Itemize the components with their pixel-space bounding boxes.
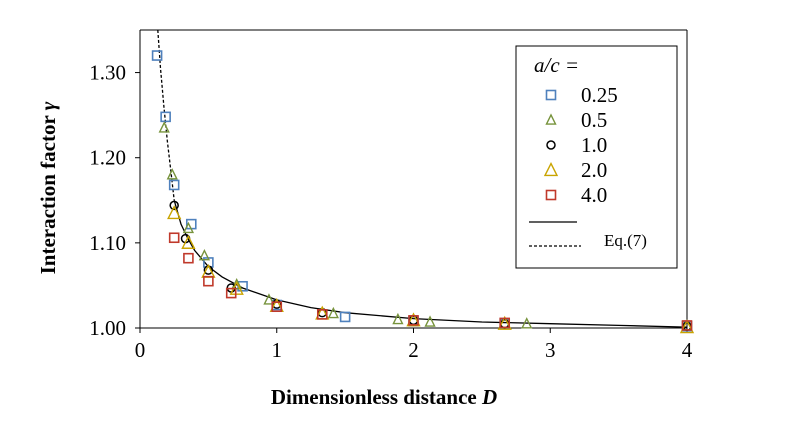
data-point — [225, 287, 237, 299]
data-point — [263, 293, 275, 305]
data-point — [499, 317, 511, 329]
data-point — [166, 168, 178, 180]
data-point — [158, 121, 170, 133]
data-point — [271, 301, 283, 313]
data-point — [151, 50, 163, 61]
eq7-dashed-curve — [157, 29, 175, 201]
x-tick-label: 1 — [272, 338, 283, 362]
data-point — [167, 205, 182, 220]
legend-title: a/c = — [534, 53, 579, 77]
legend-label: 2.0 — [581, 158, 607, 182]
data-point — [160, 111, 171, 123]
legend-marker — [545, 189, 557, 201]
legend-label: 0.25 — [581, 83, 618, 107]
plot-area — [139, 29, 688, 329]
legend: a/c = 0.250.51.02.04.0 Eq.(7) — [515, 45, 678, 269]
data-point — [681, 320, 693, 331]
data-point — [339, 311, 351, 323]
x-axis: 0 1 2 3 4 — [135, 328, 693, 362]
data-point — [182, 221, 195, 234]
data-point — [181, 234, 196, 249]
y-tick-label: 1.20 — [89, 146, 126, 170]
data-point — [198, 248, 211, 261]
data-point — [406, 312, 421, 327]
legend-marker — [546, 140, 556, 150]
legend-items: 0.250.51.02.04.0 — [543, 83, 618, 207]
data-point — [408, 315, 419, 326]
data-point — [679, 319, 695, 334]
data-point — [183, 252, 194, 264]
data-point — [327, 306, 339, 319]
legend-label: 1.0 — [581, 133, 607, 157]
data-point — [392, 312, 404, 325]
x-tick-label: 4 — [682, 338, 693, 362]
data-point — [497, 315, 512, 330]
x-tick-label: 2 — [408, 338, 419, 362]
data-point — [169, 200, 179, 211]
legend-marker — [543, 162, 559, 177]
legend-label: 0.5 — [581, 108, 607, 132]
x-tick-label: 3 — [545, 338, 556, 362]
y-tick-label: 1.00 — [89, 316, 126, 340]
y-tick-label: 1.10 — [89, 231, 126, 255]
legend-eq7-label: Eq.(7) — [604, 231, 647, 250]
y-axis-title: Interaction factor γ — [36, 101, 60, 274]
data-point — [203, 275, 214, 287]
legend-box — [515, 45, 678, 269]
data-point — [231, 277, 243, 290]
y-tick-label: 1.30 — [89, 61, 126, 85]
data-point — [168, 232, 180, 244]
data-markers — [151, 50, 695, 334]
y-axis: 1.00 1.10 1.20 1.30 — [89, 61, 140, 340]
legend-marker — [545, 89, 557, 101]
x-axis-title: Dimensionless distance D — [271, 385, 497, 409]
data-point — [168, 179, 180, 191]
legend-marker — [545, 113, 557, 125]
data-point — [521, 317, 533, 329]
data-point — [424, 315, 436, 327]
x-tick-label: 0 — [135, 338, 146, 362]
legend-label: 4.0 — [581, 183, 607, 207]
data-point — [316, 309, 328, 320]
